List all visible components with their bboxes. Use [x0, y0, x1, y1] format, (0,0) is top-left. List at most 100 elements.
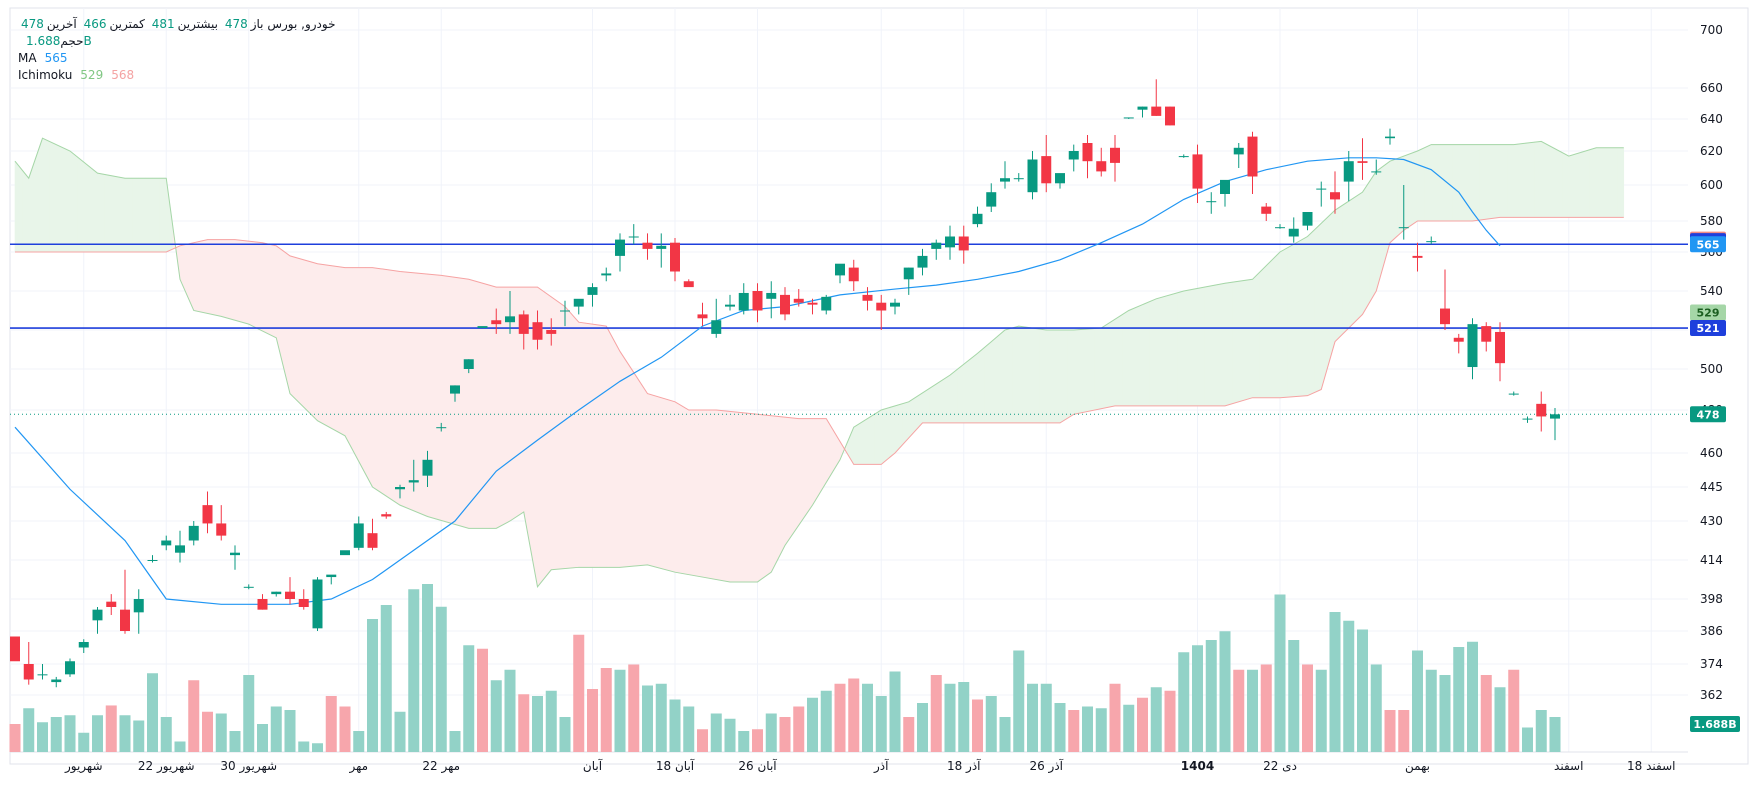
candle-body: [903, 267, 914, 280]
candle: [271, 591, 282, 597]
cloud-segment: [1327, 209, 1336, 366]
candle-body: [1495, 331, 1505, 364]
cloud-segment: [303, 259, 311, 415]
cloud-segment: [777, 416, 786, 559]
time-axis[interactable]: شهریور 22 شهریور 30 شهریور مهر 22 مهر آبان 18 …: [64, 758, 1676, 774]
price-badge-bg: [1690, 406, 1726, 423]
cloud-segment: [695, 409, 703, 578]
candle-body: [1096, 161, 1107, 172]
candle-body: [1508, 393, 1519, 395]
cloud-segment: [207, 239, 215, 316]
cloud-segment: [1458, 144, 1466, 222]
candle: [1000, 161, 1010, 189]
volume-bar: [119, 715, 131, 752]
volume-bar: [958, 682, 970, 752]
candle: [532, 310, 543, 350]
cloud-segment: [365, 267, 373, 488]
cloud-segment: [1025, 326, 1033, 424]
candle-body: [381, 514, 392, 517]
volume-bar: [807, 697, 818, 752]
cloud-segment: [392, 270, 401, 506]
cloud-segment: [55, 144, 64, 253]
cloud-segment: [1561, 151, 1570, 218]
cloud-segment: [578, 321, 586, 568]
cloud-segment: [28, 157, 36, 253]
cloud-segment: [1382, 160, 1391, 266]
candle-body: [1151, 106, 1162, 116]
candle-body: [573, 298, 584, 307]
candle-body: [1041, 156, 1052, 184]
candle: [37, 664, 48, 680]
volume-row[interactable]: حجم1.688B: [18, 33, 336, 50]
cloud-segment: [1004, 327, 1013, 424]
cloud-segment: [227, 239, 236, 321]
cloud-segment: [42, 137, 50, 253]
volume-bar: [1192, 645, 1203, 752]
candle: [1508, 391, 1519, 396]
cloud-segment: [1389, 158, 1398, 244]
price-axis[interactable]: 7006606406206005805605405205004804604454…: [1700, 23, 1723, 702]
candle-body: [51, 679, 62, 683]
candle: [202, 491, 213, 534]
candle: [78, 639, 89, 653]
volume-bar: [1549, 717, 1561, 752]
open-label: باز: [250, 17, 264, 31]
volume-bar: [1178, 652, 1190, 752]
candle-body: [1343, 161, 1354, 182]
time-tick: اسفند: [1554, 759, 1583, 773]
cloud-segment: [1052, 329, 1061, 424]
volume-bar: [1329, 612, 1341, 752]
grid: [9, 7, 1749, 765]
price-tick: 362: [1700, 688, 1723, 702]
price-badge-label: 478: [1697, 408, 1720, 421]
candle: [931, 239, 942, 260]
cloud-segment: [234, 239, 243, 323]
candle: [505, 291, 515, 334]
candle-body: [1453, 337, 1464, 342]
volume-bar: [518, 694, 530, 752]
volume-bar: [353, 731, 365, 752]
candle: [243, 584, 254, 590]
ichimoku-row[interactable]: Ichimoku 529 568: [18, 67, 336, 84]
cloud-segment: [1616, 147, 1625, 218]
cloud-segment: [1217, 282, 1226, 407]
volume-bar: [628, 664, 640, 752]
volume-bar: [614, 669, 626, 752]
candle-body: [216, 523, 227, 536]
candle: [23, 642, 34, 685]
cloud-segment: [275, 245, 284, 366]
candle-body: [532, 322, 543, 340]
cloud-segment: [330, 265, 339, 433]
cloud-segment: [1355, 191, 1363, 322]
candle: [436, 422, 447, 432]
volume-bar: [78, 732, 90, 752]
price-badge-label: 529: [1697, 306, 1720, 319]
ma-row[interactable]: MA 565: [18, 50, 336, 67]
ichimoku-span-a-value: 529: [80, 68, 104, 82]
candle: [1247, 131, 1258, 194]
cloud-segment: [619, 350, 628, 568]
candle: [1453, 333, 1464, 354]
candle: [615, 233, 625, 272]
candle: [670, 238, 680, 282]
cloud-segment: [1293, 239, 1301, 397]
candle: [1165, 106, 1175, 126]
candle-body: [312, 579, 323, 629]
volume-bar: [64, 715, 76, 752]
candle: [628, 224, 639, 245]
candle: [1495, 322, 1505, 382]
volume-bar: [697, 729, 708, 752]
price-badge: 478: [1690, 406, 1726, 423]
candle: [1385, 128, 1395, 145]
time-tick: آذر: [873, 758, 889, 774]
cloud-segment: [784, 416, 793, 547]
candle: [353, 516, 364, 551]
volume-bar: [1247, 669, 1258, 752]
candle: [1302, 212, 1313, 231]
candle: [601, 267, 612, 282]
candle-body: [766, 292, 777, 299]
cloud-segment: [1595, 147, 1604, 218]
horizontal-lines[interactable]: [10, 243, 1688, 415]
